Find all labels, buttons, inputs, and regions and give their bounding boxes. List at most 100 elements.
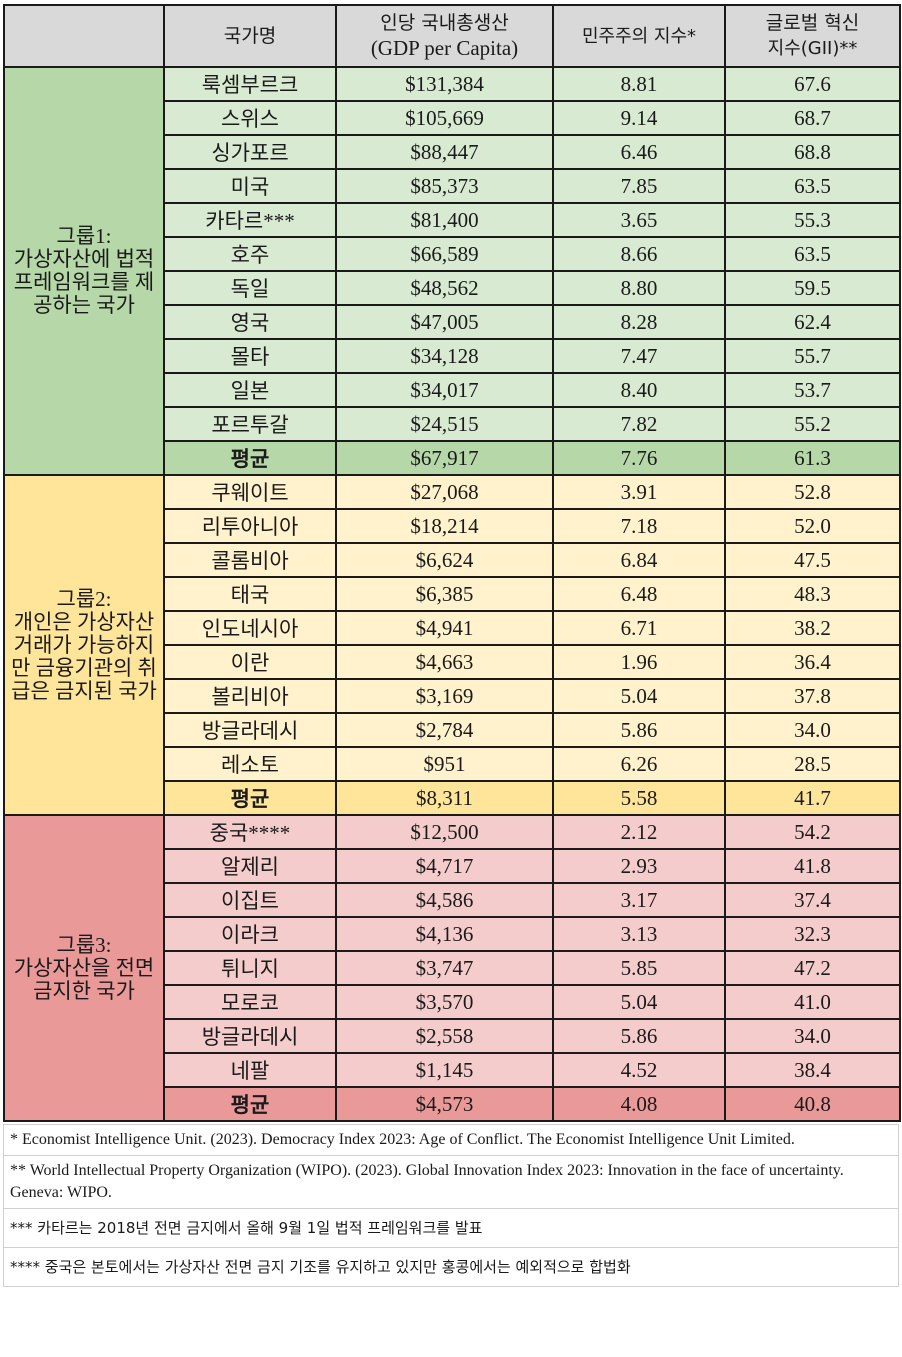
cell-country: 방글라데시 (163, 1018, 337, 1054)
cell-gii: 52.0 (724, 508, 901, 544)
average-democracy: 5.58 (552, 780, 726, 816)
cell-democracy: 5.04 (552, 984, 726, 1020)
cell-gii: 63.5 (724, 168, 901, 204)
group-title: 그룹2: (56, 586, 112, 611)
cell-gii: 48.3 (724, 576, 901, 612)
cell-country: 중국**** (163, 814, 337, 850)
cell-democracy: 8.28 (552, 304, 726, 340)
cell-country: 호주 (163, 236, 337, 272)
cell-gii: 34.0 (724, 1018, 901, 1054)
cell-democracy: 7.47 (552, 338, 726, 374)
average-gdp: $4,573 (335, 1086, 554, 1122)
header-group (3, 4, 165, 68)
cell-gdp: $66,589 (335, 236, 554, 272)
cell-gii: 63.5 (724, 236, 901, 272)
header-gdp-line1: 인당 국내총생산 (380, 12, 509, 34)
footnote-4: **** 중국은 본토에서는 가상자산 전면 금지 기조를 유지하고 있지만 홍… (3, 1248, 899, 1287)
cell-country: 이라크 (163, 916, 337, 952)
cell-gii: 55.3 (724, 202, 901, 238)
group-description: 가상자산을 전면 금지한 국가 (13, 955, 155, 1003)
footnote-2: ** World Intellectual Property Organizat… (3, 1156, 899, 1209)
cell-country: 모로코 (163, 984, 337, 1020)
group-label-cell: 그룹2: 개인은 가상자산 거래가 가능하지만 금융기관의 취급은 금지된 국가 (3, 474, 165, 816)
cell-gdp: $1,145 (335, 1052, 554, 1088)
table-row: 그룹3: 가상자산을 전면 금지한 국가 중국**** $12,500 2.12 54.2 (3, 814, 901, 1122)
group-label-cell: 그룹1: 가상자산에 법적 프레임워크를 제공하는 국가 (3, 66, 165, 476)
group-title: 그룹1: (56, 224, 112, 248)
cell-gdp: $4,586 (335, 882, 554, 918)
average-gii: 41.7 (724, 780, 901, 816)
group-description: 가상자산에 법적 프레임워크를 제공하는 국가 (13, 247, 155, 317)
cell-gii: 62.4 (724, 304, 901, 340)
cell-gii: 67.6 (724, 66, 901, 102)
cell-gdp: $4,663 (335, 644, 554, 680)
cell-country: 스위스 (163, 100, 337, 136)
table-row: 이집트 $4,586 3.17 37.4 (4, 882, 901, 918)
average-gii: 40.8 (724, 1086, 901, 1122)
table-row: 그룹2: 개인은 가상자산 거래가 가능하지만 금융기관의 취급은 금지된 국가 쿠… (3, 474, 901, 816)
average-gii: 61.3 (724, 440, 901, 476)
header-country: 국가명 (163, 4, 337, 68)
cell-gdp: $6,624 (335, 542, 554, 578)
header-gdp: 인당 국내총생산 (GDP per Capita) (335, 4, 554, 68)
cell-democracy: 3.13 (552, 916, 726, 952)
cell-gii: 52.8 (724, 474, 901, 510)
table-row: 독일 $48,562 8.80 59.5 (4, 270, 901, 306)
cell-gii: 28.5 (724, 746, 901, 782)
average-row: 평균 $4,573 4.08 40.8 (4, 1086, 901, 1122)
cell-democracy: 7.82 (552, 406, 726, 442)
average-gdp: $67,917 (335, 440, 554, 476)
cell-gii: 55.7 (724, 338, 901, 374)
cell-gdp: $4,136 (335, 916, 554, 952)
cell-democracy: 4.52 (552, 1052, 726, 1088)
table-row: 포르투갈 $24,515 7.82 55.2 (4, 406, 901, 442)
average-country: 평균 (163, 440, 337, 476)
cell-gii: 36.4 (724, 644, 901, 680)
cell-democracy: 6.46 (552, 134, 726, 170)
cell-democracy: 8.40 (552, 372, 726, 408)
average-country: 평균 (163, 780, 337, 816)
cell-gdp: $3,747 (335, 950, 554, 986)
cell-gii: 68.7 (724, 100, 901, 136)
table-row: 볼리비아 $3,169 5.04 37.8 (4, 678, 901, 714)
cell-country: 이란 (163, 644, 337, 680)
cell-country: 볼리비아 (163, 678, 337, 714)
cell-democracy: 6.48 (552, 576, 726, 612)
cell-gdp: $2,558 (335, 1018, 554, 1054)
cell-gii: 41.8 (724, 848, 901, 884)
cell-gdp: $4,941 (335, 610, 554, 646)
cell-gdp: $18,214 (335, 508, 554, 544)
cell-gii: 68.8 (724, 134, 901, 170)
cell-country: 쿠웨이트 (163, 474, 337, 510)
cell-gii: 38.2 (724, 610, 901, 646)
cell-gdp: $85,373 (335, 168, 554, 204)
cell-democracy: 9.14 (552, 100, 726, 136)
cell-country: 리투아니아 (163, 508, 337, 544)
cell-country: 일본 (163, 372, 337, 408)
footnote-3: *** 카타르는 2018년 전면 금지에서 올해 9월 1일 법적 프레임워크… (3, 1209, 899, 1248)
cell-country: 미국 (163, 168, 337, 204)
cell-gii: 55.2 (724, 406, 901, 442)
cell-gii: 59.5 (724, 270, 901, 306)
cell-democracy: 8.80 (552, 270, 726, 306)
cell-gdp: $12,500 (335, 814, 554, 850)
header-row: 국가명 인당 국내총생산 (GDP per Capita) 민주주의 지수* 글… (3, 4, 901, 68)
cell-democracy: 8.66 (552, 236, 726, 272)
cell-democracy: 5.04 (552, 678, 726, 714)
cell-gdp: $24,515 (335, 406, 554, 442)
table-row: 튀니지 $3,747 5.85 47.2 (4, 950, 901, 986)
cell-country: 콜롬비아 (163, 542, 337, 578)
table-row: 방글라데시 $2,558 5.86 34.0 (4, 1018, 901, 1054)
table-row: 레소토 $951 6.26 28.5 (4, 746, 901, 782)
cell-country: 네팔 (163, 1052, 337, 1088)
header-gii-line2: 지수(GII)** (767, 38, 858, 59)
cell-gdp: $34,017 (335, 372, 554, 408)
cell-country: 몰타 (163, 338, 337, 374)
cell-gii: 47.2 (724, 950, 901, 986)
table-row: 이라크 $4,136 3.13 32.3 (4, 916, 901, 952)
cell-democracy: 2.12 (552, 814, 726, 850)
cell-country: 방글라데시 (163, 712, 337, 748)
table-row: 이란 $4,663 1.96 36.4 (4, 644, 901, 680)
cell-democracy: 5.86 (552, 712, 726, 748)
cell-country: 카타르*** (163, 202, 337, 238)
